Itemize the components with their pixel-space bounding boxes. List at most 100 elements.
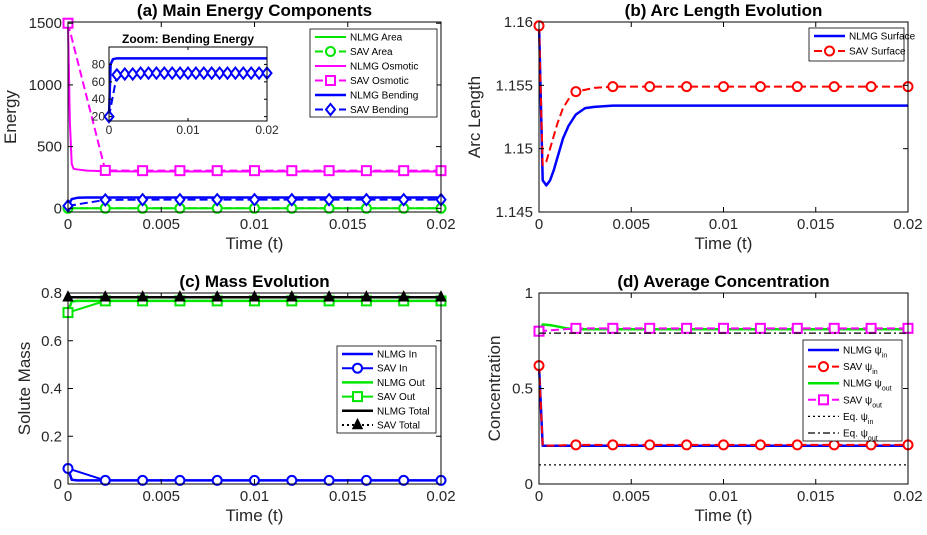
chart-title: (d) Average Concentration: [617, 272, 829, 291]
data-point: [791, 81, 803, 93]
data-point: [828, 322, 840, 334]
y-tick-label: 40: [92, 92, 106, 106]
data-point: [323, 474, 335, 486]
legend-label: NLMG Bending: [350, 91, 418, 102]
data-point: [205, 66, 218, 81]
data-point: [211, 165, 223, 177]
data-point: [681, 81, 693, 93]
data-point: [791, 322, 803, 334]
data-point: [791, 439, 803, 451]
x-axis-label: Time (t): [226, 234, 284, 253]
data-point: [323, 290, 335, 302]
data-point: [570, 86, 582, 98]
data-point: [213, 66, 226, 81]
y-axis-label: Concentration: [485, 336, 504, 442]
data-point: [286, 474, 298, 486]
data-point: [644, 439, 656, 451]
data-point: [360, 165, 372, 177]
data-point: [754, 81, 766, 93]
legend-box: [336, 345, 437, 434]
data-point: [397, 290, 410, 302]
x-tick-label: 0: [64, 488, 72, 505]
legend-label: NLMG ψout: [843, 379, 892, 393]
legend-label: SAV Bending: [350, 105, 409, 116]
y-tick-label: 60: [92, 75, 106, 89]
x-tick-label: 0: [64, 216, 72, 233]
x-tick-label: 0.015: [329, 216, 367, 233]
data-point: [150, 66, 163, 81]
data-point: [644, 81, 656, 93]
chart-c: 0 0.005 0.01 0.015 0.02 0 0.2 0.4 0.6 0.8 (c) Mass…: [15, 272, 456, 525]
y-tick-label: 0.2: [41, 428, 62, 445]
y-tick-label: 20: [92, 110, 106, 124]
data-point: [248, 192, 261, 207]
data-point: [607, 439, 619, 451]
data-point: [137, 474, 149, 486]
data-point: [718, 439, 729, 451]
series-line-a-4: [66, 196, 441, 207]
data-point: [211, 192, 223, 207]
chart-title: (b) Arc Length Evolution: [625, 1, 823, 20]
data-point: [323, 192, 335, 207]
data-point: [119, 66, 131, 82]
data-point: [286, 192, 298, 207]
data-point: [182, 66, 194, 81]
legend: NLMG In SAV In NLMG Out SAV Out NLMG Total SA…: [336, 345, 437, 434]
x-tick-label: 0.005: [142, 216, 180, 233]
y-tick-label: 0: [525, 476, 533, 493]
y-tick-label: 1.16: [504, 14, 533, 31]
data-point: [286, 290, 298, 302]
x-tick-label: 0: [535, 216, 543, 233]
inset-title: Zoom: Bending Energy: [122, 32, 254, 46]
data-point: [360, 474, 372, 486]
legend-label: SAV Surface: [849, 47, 906, 58]
data-point: [137, 165, 149, 177]
data-point: [828, 439, 840, 451]
legend-box: [808, 27, 905, 62]
series-line-b-1: [538, 25, 908, 167]
chart-d: 0 0.005 0.01 0.015 0.02 0 0.5 1 (d) Average Conc…: [485, 272, 923, 525]
y-tick-label: 0.5: [512, 381, 533, 398]
data-point: [174, 290, 186, 302]
data-point: [99, 474, 111, 486]
legend-marker: [824, 45, 835, 57]
y-tick-label: 1.15: [504, 141, 533, 158]
data-point: [718, 322, 729, 334]
chart-b: 0 0.005 0.01 0.015 0.02 1.145 1.15 1.155 1.16 (b)…: [465, 1, 923, 253]
data-point: [99, 192, 112, 207]
data-point: [607, 81, 619, 93]
data-point: [323, 165, 335, 177]
data-point: [570, 439, 582, 451]
data-point: [190, 66, 202, 81]
data-point: [142, 66, 155, 81]
y-tick-label: 0.8: [41, 285, 62, 302]
data-point: [136, 192, 149, 207]
data-point: [644, 322, 656, 334]
x-tick-label: 0: [535, 488, 543, 505]
x-tick-label: 0.01: [709, 216, 738, 233]
series-line-b-0: [537, 21, 908, 187]
y-tick-label: 0.6: [41, 333, 62, 350]
legend-label: NLMG Osmotic: [350, 62, 418, 73]
x-axis-label: Time (t): [695, 234, 753, 253]
data-point: [198, 66, 210, 81]
legend-label: SAV Area: [350, 47, 393, 58]
data-point: [253, 66, 265, 81]
y-axis-label: Arc Length: [465, 76, 484, 158]
y-tick-label: 500: [37, 139, 62, 156]
data-point: [865, 81, 877, 93]
chart-title: (a) Main Energy Components: [137, 1, 372, 20]
legend-marker: [325, 75, 336, 86]
legend-label: NLMG Surface: [849, 32, 916, 43]
series-line-a-2: [67, 23, 441, 173]
data-point: [607, 322, 619, 334]
data-point: [99, 164, 111, 176]
data-point: [828, 81, 840, 93]
data-point: [398, 165, 410, 177]
legend-marker: [324, 102, 337, 117]
legend-box: [802, 339, 903, 442]
legend: NLMG Surface SAV Surface: [808, 27, 916, 62]
x-tick-label: 0.02: [426, 488, 455, 505]
